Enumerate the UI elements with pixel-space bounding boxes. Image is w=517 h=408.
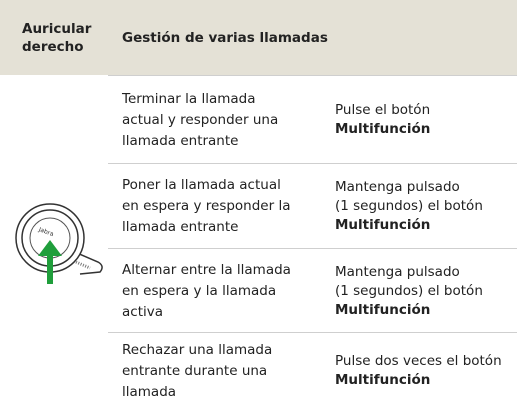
table-row: Poner la llamada actual en espera y respo… bbox=[108, 163, 517, 249]
action-cell: Rechazar una llamada entrante durante una… bbox=[122, 333, 332, 408]
button-name: Multifunción bbox=[335, 372, 431, 388]
action-text: Terminar la llamada bbox=[122, 90, 256, 107]
action-cell: Terminar la llamada actual y responder un… bbox=[122, 76, 332, 164]
instruction-cell: Pulse dos veces el botón Multifunción bbox=[335, 333, 517, 408]
action-text: en espera y la llamada bbox=[122, 282, 277, 299]
instruction-cell: Mantenga pulsado (1 segundos) el botón Mul… bbox=[335, 249, 517, 333]
button-name: Multifunción bbox=[335, 217, 431, 233]
action-text: llamada bbox=[122, 383, 177, 400]
table-row: Alternar entre la llamada en espera y la … bbox=[108, 248, 517, 333]
instruction-text: (1 segundos) el botón bbox=[335, 282, 483, 299]
instruction-cell: Mantenga pulsado (1 segundos) el botón Mul… bbox=[335, 164, 517, 249]
action-text: en espera y responder la bbox=[122, 198, 291, 214]
earbud-icon: Jabra bbox=[15, 203, 103, 284]
table-row: Rechazar una llamada entrante durante una… bbox=[108, 332, 517, 408]
instruction-text: Pulse dos veces el botón bbox=[335, 353, 502, 369]
header-left: Auricular derecho bbox=[22, 20, 91, 56]
button-name: Multifunción bbox=[335, 301, 431, 318]
table-header: Auricular derecho Gestión de varias llam… bbox=[0, 0, 517, 75]
action-text: entrante durante una bbox=[122, 362, 268, 379]
header-text: Auricular bbox=[22, 21, 92, 37]
header-text: Gestión de varias llamadas bbox=[122, 30, 328, 46]
action-text: Alternar entre la llamada bbox=[122, 261, 291, 278]
instruction-text: Pulse el botón bbox=[335, 102, 431, 118]
action-cell: Poner la llamada actual en espera y respo… bbox=[122, 164, 332, 249]
action-text: Rechazar una llamada bbox=[122, 341, 273, 358]
action-text: Poner la llamada actual bbox=[122, 177, 281, 193]
action-text: actual y responder una bbox=[122, 111, 279, 128]
instruction-text: Mantenga pulsado bbox=[335, 263, 460, 280]
table-row: Terminar la llamada actual y responder un… bbox=[108, 75, 517, 164]
instruction-text: Mantenga pulsado bbox=[335, 179, 460, 195]
action-text: llamada entrante bbox=[122, 132, 239, 149]
action-cell: Alternar entre la llamada en espera y la … bbox=[122, 249, 332, 333]
header-text: derecho bbox=[22, 39, 84, 55]
instruction-cell: Pulse el botón Multifunción bbox=[335, 76, 517, 164]
button-name: Multifunción bbox=[335, 121, 431, 137]
instruction-text: (1 segundos) el botón bbox=[335, 198, 483, 214]
action-text: llamada entrante bbox=[122, 219, 239, 235]
action-text: activa bbox=[122, 303, 164, 320]
